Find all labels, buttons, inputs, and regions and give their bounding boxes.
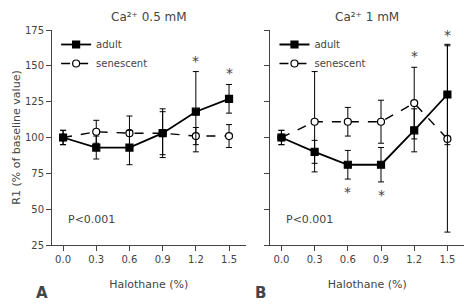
svg-text:0.6: 0.6 — [340, 254, 356, 265]
svg-text:*: * — [344, 184, 351, 200]
svg-text:B: B — [255, 284, 266, 302]
svg-text:Ca²⁺ 1 mM: Ca²⁺ 1 mM — [335, 10, 399, 24]
svg-text:1.5: 1.5 — [221, 254, 237, 265]
svg-text:adult: adult — [314, 39, 340, 50]
svg-text:50: 50 — [31, 204, 44, 215]
svg-text:senescent: senescent — [96, 58, 147, 69]
svg-text:R1 (% of baseline value): R1 (% of baseline value) — [10, 70, 23, 204]
svg-text:0.0: 0.0 — [55, 254, 71, 265]
svg-text:*: * — [226, 65, 233, 81]
svg-text:100: 100 — [25, 132, 44, 143]
svg-text:A: A — [36, 284, 48, 302]
svg-text:1.5: 1.5 — [439, 254, 455, 265]
svg-text:senescent: senescent — [314, 58, 365, 69]
svg-text:*: * — [192, 53, 199, 69]
svg-text:0.3: 0.3 — [307, 254, 323, 265]
svg-text:150: 150 — [25, 60, 44, 71]
svg-text:Ca²⁺ 0.5 mM: Ca²⁺ 0.5 mM — [111, 10, 187, 24]
svg-text:adult: adult — [96, 39, 122, 50]
svg-text:125: 125 — [25, 96, 44, 107]
svg-text:0.9: 0.9 — [155, 254, 171, 265]
svg-text:Halothane (%): Halothane (%) — [328, 278, 407, 291]
svg-text:175: 175 — [25, 25, 44, 36]
svg-text:*: * — [411, 48, 418, 64]
svg-text:0.6: 0.6 — [122, 254, 138, 265]
svg-text:P<0.001: P<0.001 — [286, 213, 333, 226]
svg-text:Halothane (%): Halothane (%) — [109, 278, 188, 291]
svg-text:P<0.001: P<0.001 — [68, 213, 115, 226]
svg-text:0.3: 0.3 — [88, 254, 104, 265]
svg-text:*: * — [444, 27, 451, 43]
svg-text:25: 25 — [31, 240, 44, 251]
svg-text:0.9: 0.9 — [373, 254, 389, 265]
svg-text:75: 75 — [31, 168, 44, 179]
svg-text:0.0: 0.0 — [273, 254, 289, 265]
svg-text:1.2: 1.2 — [406, 254, 422, 265]
svg-text:1.2: 1.2 — [188, 254, 204, 265]
svg-text:*: * — [378, 187, 385, 203]
